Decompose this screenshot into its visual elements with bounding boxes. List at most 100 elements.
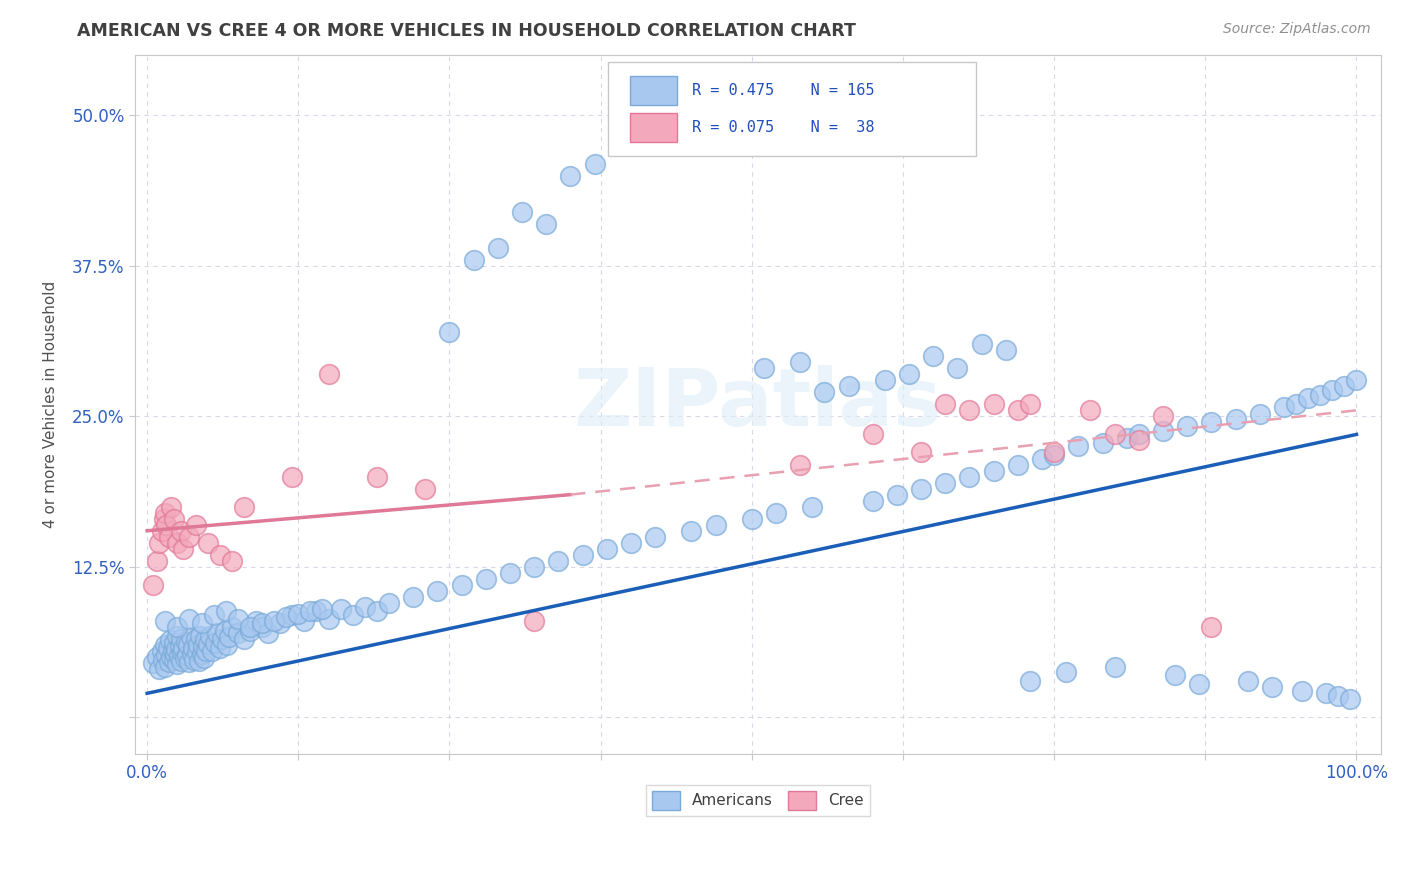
Point	[681, 524, 703, 538]
Point	[886, 488, 908, 502]
Point	[934, 475, 956, 490]
Point	[1249, 407, 1271, 421]
Point	[150, 644, 173, 658]
Point	[197, 536, 219, 550]
Point	[547, 554, 569, 568]
Point	[1080, 403, 1102, 417]
Point	[179, 530, 201, 544]
Point	[765, 506, 787, 520]
Text: Source: ZipAtlas.com: Source: ZipAtlas.com	[1223, 22, 1371, 37]
Point	[195, 644, 218, 658]
Point	[257, 626, 280, 640]
Point	[188, 628, 211, 642]
Point	[311, 602, 333, 616]
Point	[704, 517, 727, 532]
Point	[226, 626, 249, 640]
Point	[970, 337, 993, 351]
Point	[197, 637, 219, 651]
Point	[499, 566, 522, 580]
Point	[263, 614, 285, 628]
Point	[1291, 684, 1313, 698]
Point	[239, 620, 262, 634]
Point	[226, 612, 249, 626]
Point	[166, 628, 188, 642]
Point	[292, 614, 315, 628]
Point	[1285, 397, 1308, 411]
Point	[204, 636, 226, 650]
Point	[183, 652, 205, 666]
Point	[191, 640, 214, 654]
Point	[299, 604, 322, 618]
Point	[741, 512, 763, 526]
Point	[176, 648, 198, 662]
Point	[208, 548, 231, 562]
Point	[486, 241, 509, 255]
Point	[644, 530, 666, 544]
Point	[983, 464, 1005, 478]
Point	[318, 612, 340, 626]
Point	[801, 500, 824, 514]
Point	[173, 651, 195, 665]
Point	[366, 604, 388, 618]
Point	[184, 632, 207, 647]
Point	[560, 169, 582, 183]
Point	[172, 541, 194, 556]
Point	[148, 536, 170, 550]
Point	[194, 633, 217, 648]
Point	[305, 604, 328, 618]
Point	[789, 458, 811, 472]
Point	[631, 120, 654, 135]
Point	[366, 469, 388, 483]
Point	[1031, 451, 1053, 466]
Text: ZIPatlas: ZIPatlas	[574, 366, 942, 443]
FancyBboxPatch shape	[630, 76, 676, 105]
Point	[752, 361, 775, 376]
Point	[426, 584, 449, 599]
Point	[1346, 373, 1368, 387]
Point	[142, 578, 165, 592]
Point	[1054, 665, 1077, 679]
Point	[1309, 387, 1331, 401]
Point	[463, 252, 485, 267]
Point	[250, 616, 273, 631]
Point	[190, 616, 212, 631]
Point	[170, 654, 193, 668]
Point	[959, 469, 981, 483]
Point	[1296, 392, 1319, 406]
Point	[1043, 448, 1066, 462]
Point	[208, 640, 231, 655]
Point	[180, 630, 202, 644]
Point	[1152, 409, 1174, 424]
Point	[1225, 411, 1247, 425]
Point	[959, 403, 981, 417]
Point	[174, 634, 197, 648]
Point	[221, 554, 243, 568]
Point	[152, 652, 174, 666]
Point	[838, 379, 860, 393]
Point	[595, 541, 617, 556]
Point	[170, 632, 193, 647]
Point	[153, 512, 176, 526]
Point	[1091, 435, 1114, 450]
Point	[1339, 692, 1361, 706]
Point	[534, 217, 557, 231]
Point	[983, 397, 1005, 411]
Point	[211, 632, 233, 647]
Point	[276, 610, 298, 624]
Text: R = 0.075    N =  38: R = 0.075 N = 38	[692, 120, 875, 136]
Point	[150, 524, 173, 538]
Point	[813, 385, 835, 400]
Point	[146, 650, 169, 665]
Point	[177, 638, 200, 652]
Point	[318, 368, 340, 382]
Point	[1315, 686, 1337, 700]
Point	[179, 612, 201, 626]
Point	[1236, 674, 1258, 689]
Point	[156, 640, 179, 655]
Point	[910, 445, 932, 459]
Text: R = 0.475    N = 165: R = 0.475 N = 165	[692, 83, 875, 98]
Point	[155, 506, 177, 520]
Point	[202, 608, 225, 623]
Point	[378, 596, 401, 610]
Point	[402, 590, 425, 604]
